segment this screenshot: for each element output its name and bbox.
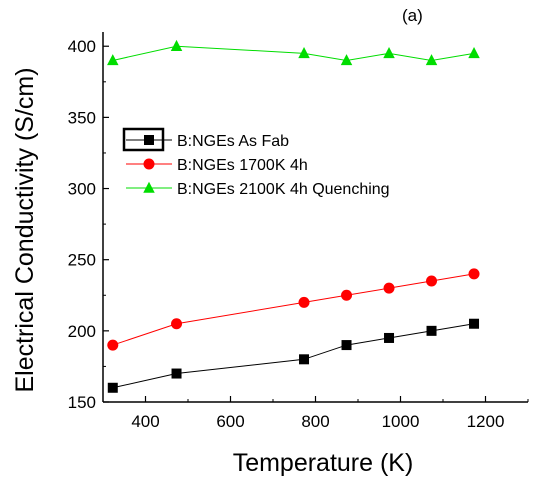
legend-label: B:NGEs As Fab bbox=[177, 133, 289, 150]
series-square bbox=[107, 318, 480, 393]
x-tick-label: 800 bbox=[301, 412, 329, 431]
data-point bbox=[298, 47, 310, 59]
data-point bbox=[384, 332, 395, 343]
data-point bbox=[171, 318, 183, 330]
series-layer bbox=[107, 39, 480, 393]
panel-label: (a) bbox=[402, 6, 423, 25]
data-point bbox=[426, 275, 438, 287]
data-point bbox=[341, 289, 353, 301]
legend-label: B:NGEs 2100K 4h Quenching bbox=[177, 181, 390, 198]
legend-marker bbox=[144, 135, 154, 145]
data-point bbox=[298, 296, 310, 308]
y-tick-label: 250 bbox=[68, 251, 96, 270]
x-tick-label: 400 bbox=[131, 412, 159, 431]
data-point bbox=[341, 340, 352, 351]
y-tick-label: 150 bbox=[68, 393, 96, 412]
data-point bbox=[383, 282, 395, 294]
data-point bbox=[107, 339, 119, 351]
data-point bbox=[340, 54, 353, 66]
data-point bbox=[468, 268, 480, 280]
legend-item: B:NGEs 1700K 4h bbox=[126, 157, 308, 174]
legend-item: B:NGEs 2100K 4h Quenching bbox=[126, 181, 390, 198]
data-point bbox=[299, 354, 310, 365]
y-tick-label: 200 bbox=[68, 322, 96, 341]
data-point bbox=[425, 54, 438, 66]
legend-marker bbox=[143, 181, 155, 193]
data-point bbox=[383, 47, 395, 59]
legend-label: B:NGEs 1700K 4h bbox=[177, 157, 308, 174]
series-line bbox=[112, 323, 475, 389]
y-tick-label: 400 bbox=[68, 37, 96, 56]
x-tick-label: 1000 bbox=[382, 412, 420, 431]
axes: 400 600 800 1000 1200 150 200 250 300 350 400 bbox=[68, 32, 529, 431]
y-axis-title: Electrical Conductivity (S/cm) bbox=[11, 67, 39, 392]
series-line bbox=[112, 273, 475, 346]
x-tick-label: 1200 bbox=[467, 412, 505, 431]
y-tick-label: 300 bbox=[68, 180, 96, 199]
data-point bbox=[171, 368, 182, 379]
data-point bbox=[107, 382, 118, 393]
data-point bbox=[170, 39, 183, 51]
series-line bbox=[112, 45, 475, 61]
data-point bbox=[468, 47, 480, 59]
legend: B:NGEs As Fab B:NGEs 1700K 4h B:NGEs 2100K… bbox=[122, 127, 390, 198]
legend-item: B:NGEs As Fab bbox=[122, 127, 289, 152]
x-tick-label: 600 bbox=[216, 412, 244, 431]
data-point bbox=[107, 54, 119, 66]
legend-marker bbox=[143, 158, 155, 170]
series-circle bbox=[107, 268, 480, 351]
series-triangle bbox=[107, 39, 480, 66]
y-tick-label: 350 bbox=[68, 108, 96, 127]
data-point bbox=[426, 325, 437, 336]
x-axis-title: Temperature (K) bbox=[233, 449, 414, 477]
data-point bbox=[469, 318, 480, 329]
